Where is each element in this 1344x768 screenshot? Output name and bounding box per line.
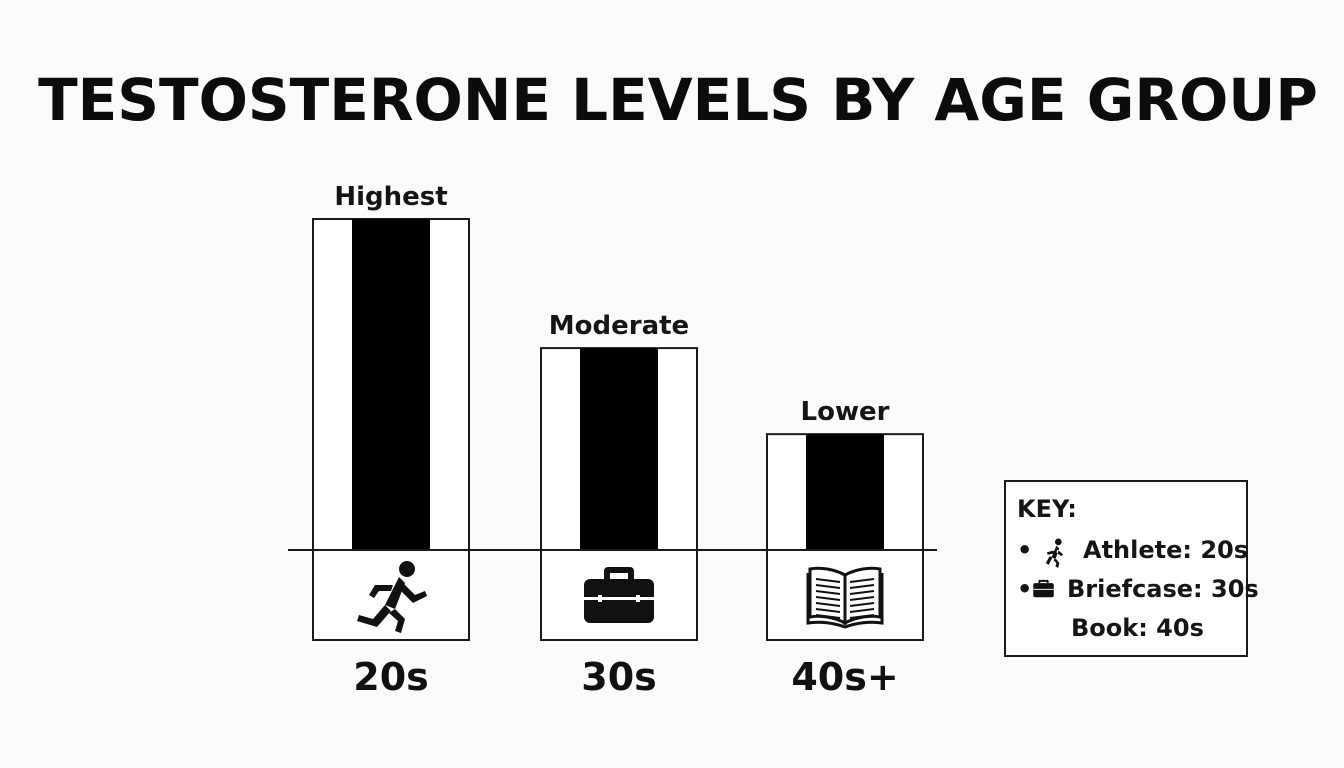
key-border bbox=[1004, 480, 1248, 657]
key-bullet: • bbox=[1017, 536, 1032, 564]
key-box: KEY: • Athlete: 20s • Briefcase: 30s Boo… bbox=[1004, 480, 1259, 657]
open-book-icon bbox=[806, 566, 884, 629]
category-label: 30s bbox=[581, 655, 657, 699]
chart-title: TESTOSTERONE LEVELS BY AGE GROUP bbox=[38, 66, 1318, 134]
key-item-briefcase: Briefcase: 30s bbox=[1067, 575, 1259, 603]
key-bullet: • bbox=[1017, 575, 1032, 603]
briefcase-icon bbox=[584, 567, 654, 623]
bar-value-label: Lower bbox=[801, 397, 890, 427]
running-person-icon bbox=[1045, 538, 1064, 568]
key-title: KEY: bbox=[1017, 495, 1077, 523]
bar bbox=[352, 219, 430, 550]
running-person-icon bbox=[357, 561, 427, 633]
briefcase-icon bbox=[1033, 579, 1054, 598]
bar-value-label: Highest bbox=[334, 182, 447, 212]
bar-value-label: Moderate bbox=[549, 311, 689, 341]
key-item-book: Book: 40s bbox=[1071, 614, 1204, 642]
bars-group: Highest 20s Moderate 30s Lower 40s+ bbox=[312, 182, 924, 699]
category-label: 20s bbox=[353, 655, 429, 699]
bar bbox=[806, 434, 884, 550]
category-label: 40s+ bbox=[791, 655, 898, 699]
bar bbox=[580, 348, 658, 550]
key-item-athlete: Athlete: 20s bbox=[1083, 536, 1248, 564]
